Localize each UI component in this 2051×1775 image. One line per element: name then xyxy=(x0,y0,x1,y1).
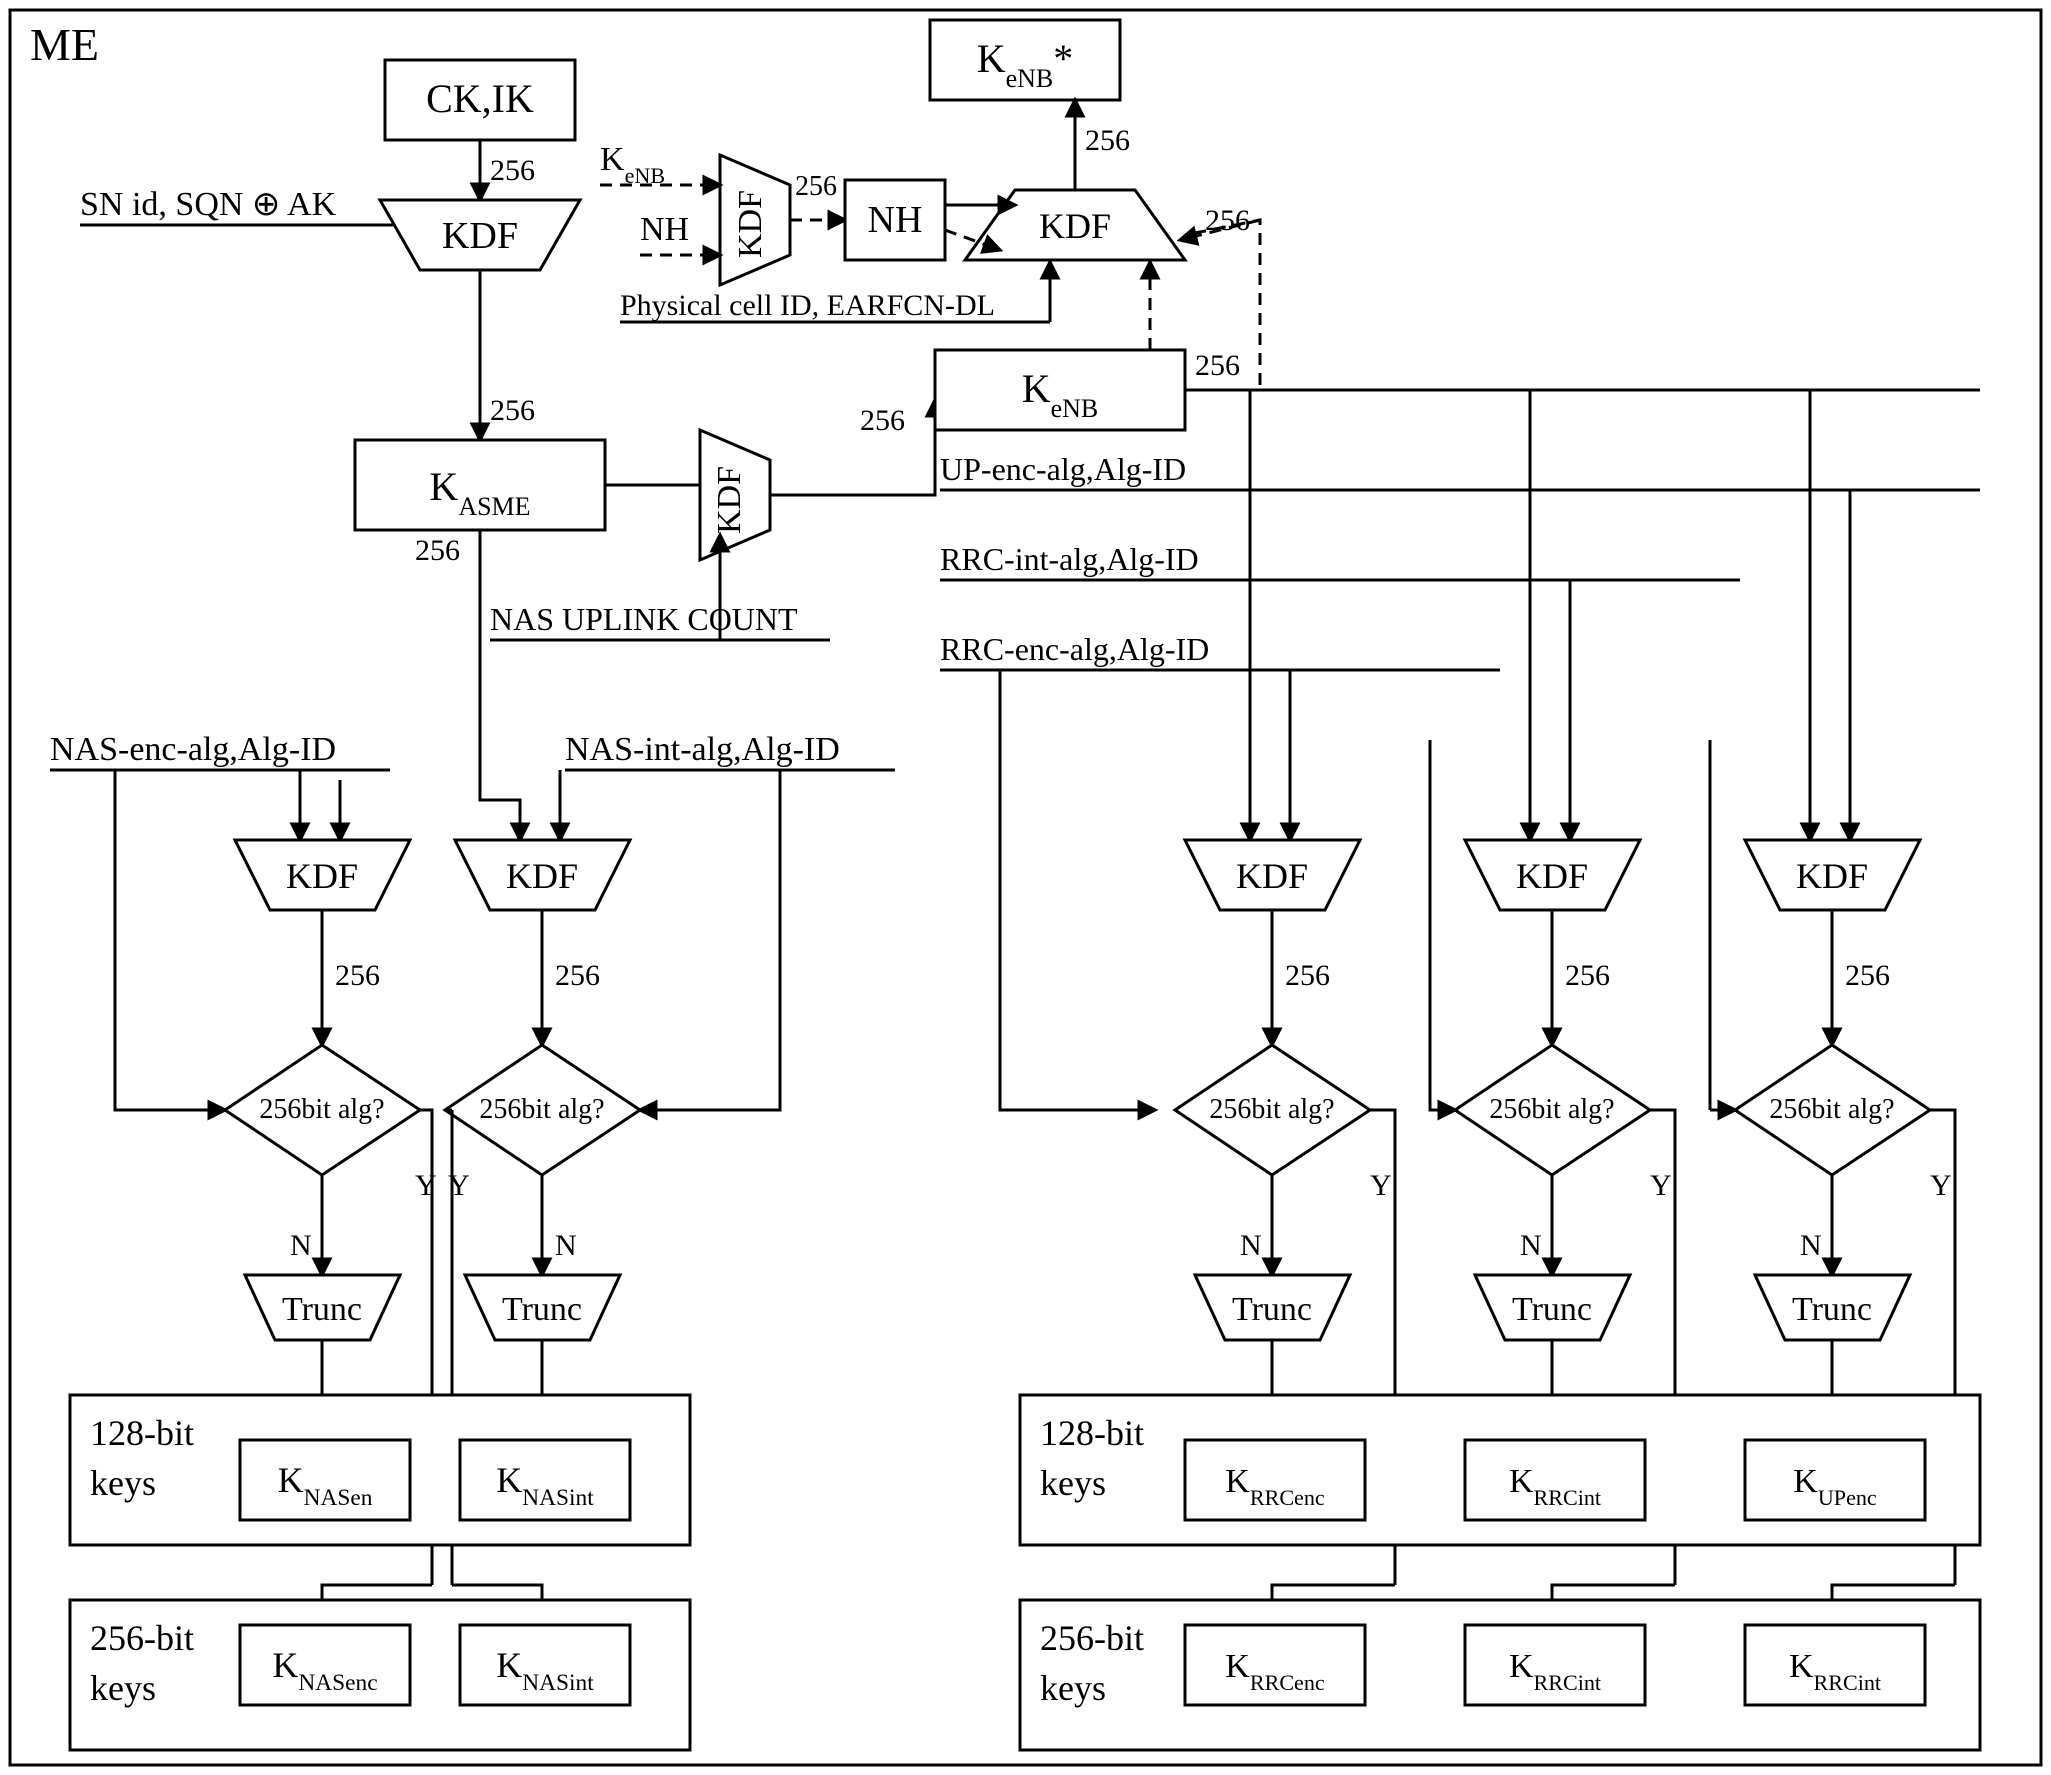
lbl-256-8: 256 xyxy=(1195,349,1240,382)
svg-text:keys: keys xyxy=(1040,1463,1106,1503)
svg-text:keys: keys xyxy=(90,1668,156,1708)
lbl-256-5: 256 xyxy=(795,171,837,202)
kdf4-label: KDF xyxy=(1039,206,1111,246)
svg-text:RRC-int-alg,Alg-ID: RRC-int-alg,Alg-ID xyxy=(940,541,1199,577)
svg-text:RRC-enc-alg,Alg-ID: RRC-enc-alg,Alg-ID xyxy=(940,631,1209,667)
lbl-256-3: 256 xyxy=(415,534,460,567)
svg-text:keys: keys xyxy=(90,1463,156,1503)
svg-text:N: N xyxy=(555,1229,577,1262)
d1-label: 256bit alg? xyxy=(259,1094,384,1125)
svg-text:Trunc: Trunc xyxy=(282,1291,362,1328)
kdf3-label: KDF xyxy=(732,190,769,258)
svg-text:128-bit: 128-bit xyxy=(90,1413,194,1453)
nh-label: NH xyxy=(868,199,923,241)
snid-label: SN id, SQN ⊕ AK xyxy=(80,186,337,223)
d2-label: 256bit alg? xyxy=(479,1094,604,1125)
me-title: ME xyxy=(30,19,99,70)
svg-text:Y: Y xyxy=(1930,1169,1952,1202)
key-derivation-diagram: ME CK,IK 256 SN id, SQN ⊕ AK KDF 256 KAS… xyxy=(0,0,2051,1775)
svg-text:256: 256 xyxy=(1285,959,1330,992)
svg-text:128-bit: 128-bit xyxy=(1040,1413,1144,1453)
svg-text:Trunc: Trunc xyxy=(502,1291,582,1328)
lbl-256-4: 256 xyxy=(860,404,905,437)
svg-text:Trunc: Trunc xyxy=(1792,1291,1872,1328)
svg-text:256-bit: 256-bit xyxy=(90,1618,194,1658)
svg-text:UP-enc-alg,Alg-ID: UP-enc-alg,Alg-ID xyxy=(940,451,1186,487)
svg-text:256: 256 xyxy=(1565,959,1610,992)
lbl-256-6: 256 xyxy=(1085,124,1130,157)
nas-int-label: NAS-int-alg,Alg-ID xyxy=(565,731,840,768)
kdf5-label: KDF xyxy=(286,856,358,896)
lbl-256-2: 256 xyxy=(490,394,535,427)
svg-text:KDF: KDF xyxy=(1236,856,1308,896)
svg-text:KDF: KDF xyxy=(1796,856,1868,896)
svg-text:keys: keys xyxy=(1040,1668,1106,1708)
kdf2-label: KDF xyxy=(711,466,748,534)
svg-text:Trunc: Trunc xyxy=(1232,1291,1312,1328)
svg-text:KDF: KDF xyxy=(1516,856,1588,896)
nas-enc-label: NAS-enc-alg,Alg-ID xyxy=(50,731,336,768)
svg-text:256bit alg?: 256bit alg? xyxy=(1209,1094,1334,1125)
svg-text:256: 256 xyxy=(335,959,380,992)
svg-text:256bit alg?: 256bit alg? xyxy=(1769,1094,1894,1125)
svg-text:256-bit: 256-bit xyxy=(1040,1618,1144,1658)
nh-in-label: NH xyxy=(640,211,689,248)
svg-text:Y: Y xyxy=(1370,1169,1392,1202)
svg-text:256bit alg?: 256bit alg? xyxy=(1489,1094,1614,1125)
svg-text:Trunc: Trunc xyxy=(1512,1291,1592,1328)
svg-text:N: N xyxy=(290,1229,312,1262)
kdf1-label: KDF xyxy=(442,215,518,257)
svg-text:256: 256 xyxy=(1845,959,1890,992)
svg-text:Y: Y xyxy=(1650,1169,1672,1202)
kdf6-label: KDF xyxy=(506,856,578,896)
lbl-256-1: 256 xyxy=(490,154,535,187)
ckik-label: CK,IK xyxy=(426,76,534,121)
svg-text:256: 256 xyxy=(555,959,600,992)
svg-text:N: N xyxy=(1240,1229,1262,1262)
pcid-label: Physical cell ID, EARFCN-DL xyxy=(620,289,995,322)
svg-text:N: N xyxy=(1800,1229,1822,1262)
nas-uplink-label: NAS UPLINK COUNT xyxy=(490,601,798,637)
svg-text:N: N xyxy=(1520,1229,1542,1262)
